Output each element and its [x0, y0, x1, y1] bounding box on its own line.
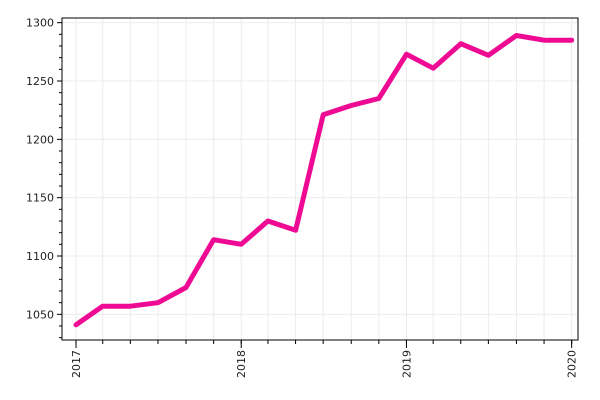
grid-lines	[62, 18, 578, 340]
x-tick-label: 2018	[235, 350, 248, 378]
series-group	[73, 33, 575, 328]
axes	[57, 17, 579, 348]
x-tick-label: 2019	[400, 350, 413, 378]
tick-labels: 1050 1100 1150 1200 1250 1300 2017 2018 2019 2020	[26, 17, 579, 378]
y-tick-label: 1200	[26, 133, 54, 146]
y-tick-label: 1050	[26, 308, 54, 321]
x-tick-label: 2017	[70, 350, 83, 378]
series-line	[73, 33, 575, 328]
y-tick-label: 1150	[26, 192, 54, 205]
x-tick-label: 2020	[566, 350, 579, 378]
y-tick-label: 1250	[26, 75, 54, 88]
y-tick-label: 1300	[26, 17, 54, 30]
y-tick-label: 1100	[26, 250, 54, 263]
plot-frame	[61, 17, 579, 341]
